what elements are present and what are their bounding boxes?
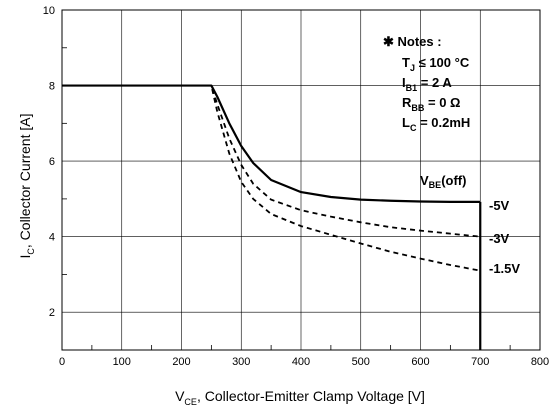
y-axis-label: IC, Collector Current [A]	[17, 114, 36, 259]
series-labels: -5V -3V -1.5V	[489, 198, 520, 276]
series-label: -3V	[489, 231, 510, 246]
note-lc: LC = 0.2mH	[402, 115, 470, 133]
y-tick-label: 8	[49, 81, 55, 93]
x-tick-label: 500	[352, 356, 370, 368]
y-tick-label: 2	[49, 307, 55, 319]
x-tick-label: 100	[113, 356, 131, 368]
y-tick-label: 10	[43, 5, 55, 17]
series-line-3V	[62, 84, 481, 238]
x-tick-label: 400	[292, 356, 310, 368]
note-tj: TJ ≤ 100 °C	[402, 55, 470, 73]
x-tick-label: 600	[411, 356, 429, 368]
x-tick-label: 300	[232, 356, 250, 368]
x-axis-label: VCE, Collector-Emitter Clamp Voltage [V]	[175, 388, 425, 407]
notes-header: ✱ Notes :	[383, 34, 442, 49]
legend-title: VBE(off)	[420, 173, 466, 190]
series-label: -1.5V	[489, 261, 520, 276]
series-line-5V	[62, 84, 481, 204]
note-rbb: RBB = 0 Ω	[402, 95, 460, 113]
x-tick-label: 800	[531, 356, 549, 368]
series-lines	[62, 84, 482, 350]
x-tick-label: 700	[471, 356, 489, 368]
series-label: -5V	[489, 198, 510, 213]
notes-box: ✱ Notes : TJ ≤ 100 °C IB1 = 2 A RBB = 0 …	[383, 34, 470, 133]
x-tick-label: 0	[59, 356, 65, 368]
y-tick-label: 6	[49, 156, 55, 168]
tick-labels: 0 100 200 300 400 500 600 700 800 2 4 6 8 10	[43, 5, 549, 368]
plot-area-frame	[61, 9, 541, 351]
series-line-15V	[62, 84, 481, 272]
x-tick-label: 200	[172, 356, 190, 368]
note-ib1: IB1 = 2 A	[402, 75, 452, 93]
y-tick-label: 4	[49, 232, 55, 244]
